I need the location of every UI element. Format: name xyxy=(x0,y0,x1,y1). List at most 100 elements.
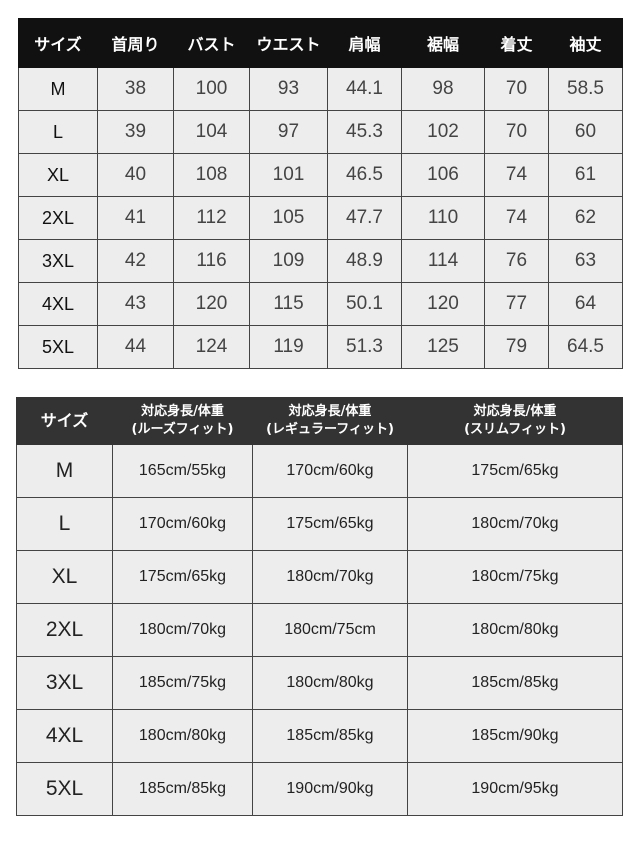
table-row: 5XL 185cm/85kg 190cm/90kg 190cm/95kg xyxy=(16,762,623,816)
table-cell: 180cm/80kg xyxy=(407,603,623,657)
size-cell: XL xyxy=(16,550,113,604)
size-cell: 3XL xyxy=(18,239,98,283)
table-row: 5XL 44 124 119 51.3 125 79 64.5 xyxy=(18,325,623,369)
column-header: 対応身長/体重 (スリムフィット) xyxy=(407,397,623,445)
size-cell: L xyxy=(18,110,98,154)
table-cell: 170cm/60kg xyxy=(112,497,253,551)
table-cell: 97 xyxy=(249,110,328,154)
table-cell: 185cm/75kg xyxy=(112,656,253,710)
table-cell: 98 xyxy=(401,67,485,111)
table-cell: 120 xyxy=(173,282,250,326)
table-cell: 180cm/80kg xyxy=(252,656,408,710)
table-cell: 180cm/80kg xyxy=(112,709,253,763)
column-header: 対応身長/体重 (ルーズフィット) xyxy=(112,397,253,445)
table-cell: 77 xyxy=(484,282,549,326)
column-header: ウエスト xyxy=(249,18,328,68)
size-cell: 3XL xyxy=(16,656,113,710)
table-cell: 61 xyxy=(548,153,623,197)
column-header: 肩幅 xyxy=(327,18,402,68)
table-cell: 74 xyxy=(484,153,549,197)
table-cell: 125 xyxy=(401,325,485,369)
table-cell: 185cm/90kg xyxy=(407,709,623,763)
table-cell: 170cm/60kg xyxy=(252,444,408,498)
table-row: 3XL 185cm/75kg 180cm/80kg 185cm/85kg xyxy=(16,656,623,710)
table-cell: 185cm/85kg xyxy=(407,656,623,710)
table-cell: 101 xyxy=(249,153,328,197)
column-header: 裾幅 xyxy=(401,18,485,68)
table-cell: 51.3 xyxy=(327,325,402,369)
table-row: L 39 104 97 45.3 102 70 60 xyxy=(18,110,623,154)
table-row: L 170cm/60kg 175cm/65kg 180cm/70kg xyxy=(16,497,623,551)
table-cell: 109 xyxy=(249,239,328,283)
header-line2: (レギュラーフィット) xyxy=(266,422,394,437)
table-cell: 43 xyxy=(97,282,174,326)
table-cell: 112 xyxy=(173,196,250,240)
table-cell: 70 xyxy=(484,110,549,154)
column-header: 対応身長/体重 (レギュラーフィット) xyxy=(252,397,408,445)
table-cell: 39 xyxy=(97,110,174,154)
table-cell: 60 xyxy=(548,110,623,154)
header-line1: サイズ xyxy=(40,411,89,430)
table-cell: 40 xyxy=(97,153,174,197)
size-cell: M xyxy=(18,67,98,111)
table-row: 2XL 41 112 105 47.7 110 74 62 xyxy=(18,196,623,240)
table-cell: 93 xyxy=(249,67,328,111)
header-line2: (ルーズフィット) xyxy=(131,422,234,437)
table-cell: 190cm/90kg xyxy=(252,762,408,816)
table-cell: 102 xyxy=(401,110,485,154)
table-cell: 44 xyxy=(97,325,174,369)
column-header: サイズ xyxy=(18,18,98,68)
table-cell: 124 xyxy=(173,325,250,369)
table-row: XL 175cm/65kg 180cm/70kg 180cm/75kg xyxy=(16,550,623,604)
table-cell: 38 xyxy=(97,67,174,111)
table-cell: 180cm/75cm xyxy=(252,603,408,657)
table-cell: 106 xyxy=(401,153,485,197)
table-cell: 115 xyxy=(249,282,328,326)
size-cell: 2XL xyxy=(16,603,113,657)
table-cell: 190cm/95kg xyxy=(407,762,623,816)
table-cell: 108 xyxy=(173,153,250,197)
header-line1: 対応身長/体重 xyxy=(141,404,224,419)
table-cell: 50.1 xyxy=(327,282,402,326)
table-cell: 42 xyxy=(97,239,174,283)
size-cell: 4XL xyxy=(18,282,98,326)
column-header: 袖丈 xyxy=(548,18,623,68)
table-cell: 79 xyxy=(484,325,549,369)
measurement-header-row: サイズ 首周り バスト ウエスト 肩幅 裾幅 着丈 袖丈 xyxy=(18,18,623,68)
measurement-table: サイズ 首周り バスト ウエスト 肩幅 裾幅 着丈 袖丈 M 38 100 93 44.1 98 70 58… xyxy=(18,18,623,369)
table-cell: 114 xyxy=(401,239,485,283)
table-row: 3XL 42 116 109 48.9 114 76 63 xyxy=(18,239,623,283)
table-cell: 70 xyxy=(484,67,549,111)
table-cell: 116 xyxy=(173,239,250,283)
table-cell: 45.3 xyxy=(327,110,402,154)
table-cell: 105 xyxy=(249,196,328,240)
table-cell: 63 xyxy=(548,239,623,283)
size-cell: L xyxy=(16,497,113,551)
table-cell: 104 xyxy=(173,110,250,154)
fit-table: サイズ 対応身長/体重 (ルーズフィット) 対応身長/体重 (レギュラーフィット) 対応身… xyxy=(16,397,623,816)
table-cell: 180cm/70kg xyxy=(407,497,623,551)
table-cell: 175cm/65kg xyxy=(407,444,623,498)
table-row: XL 40 108 101 46.5 106 74 61 xyxy=(18,153,623,197)
table-cell: 100 xyxy=(173,67,250,111)
table-cell: 47.7 xyxy=(327,196,402,240)
table-cell: 44.1 xyxy=(327,67,402,111)
table-cell: 62 xyxy=(548,196,623,240)
size-cell: 5XL xyxy=(18,325,98,369)
table-cell: 64 xyxy=(548,282,623,326)
table-row: M 165cm/55kg 170cm/60kg 175cm/65kg xyxy=(16,444,623,498)
table-cell: 185cm/85kg xyxy=(252,709,408,763)
table-cell: 185cm/85kg xyxy=(112,762,253,816)
column-header: 首周り xyxy=(97,18,174,68)
size-cell: 2XL xyxy=(18,196,98,240)
table-cell: 119 xyxy=(249,325,328,369)
size-cell: M xyxy=(16,444,113,498)
table-cell: 110 xyxy=(401,196,485,240)
table-cell: 48.9 xyxy=(327,239,402,283)
table-cell: 58.5 xyxy=(548,67,623,111)
table-cell: 64.5 xyxy=(548,325,623,369)
table-cell: 180cm/75kg xyxy=(407,550,623,604)
table-row: 4XL 180cm/80kg 185cm/85kg 185cm/90kg xyxy=(16,709,623,763)
column-header: バスト xyxy=(173,18,250,68)
table-row: M 38 100 93 44.1 98 70 58.5 xyxy=(18,67,623,111)
